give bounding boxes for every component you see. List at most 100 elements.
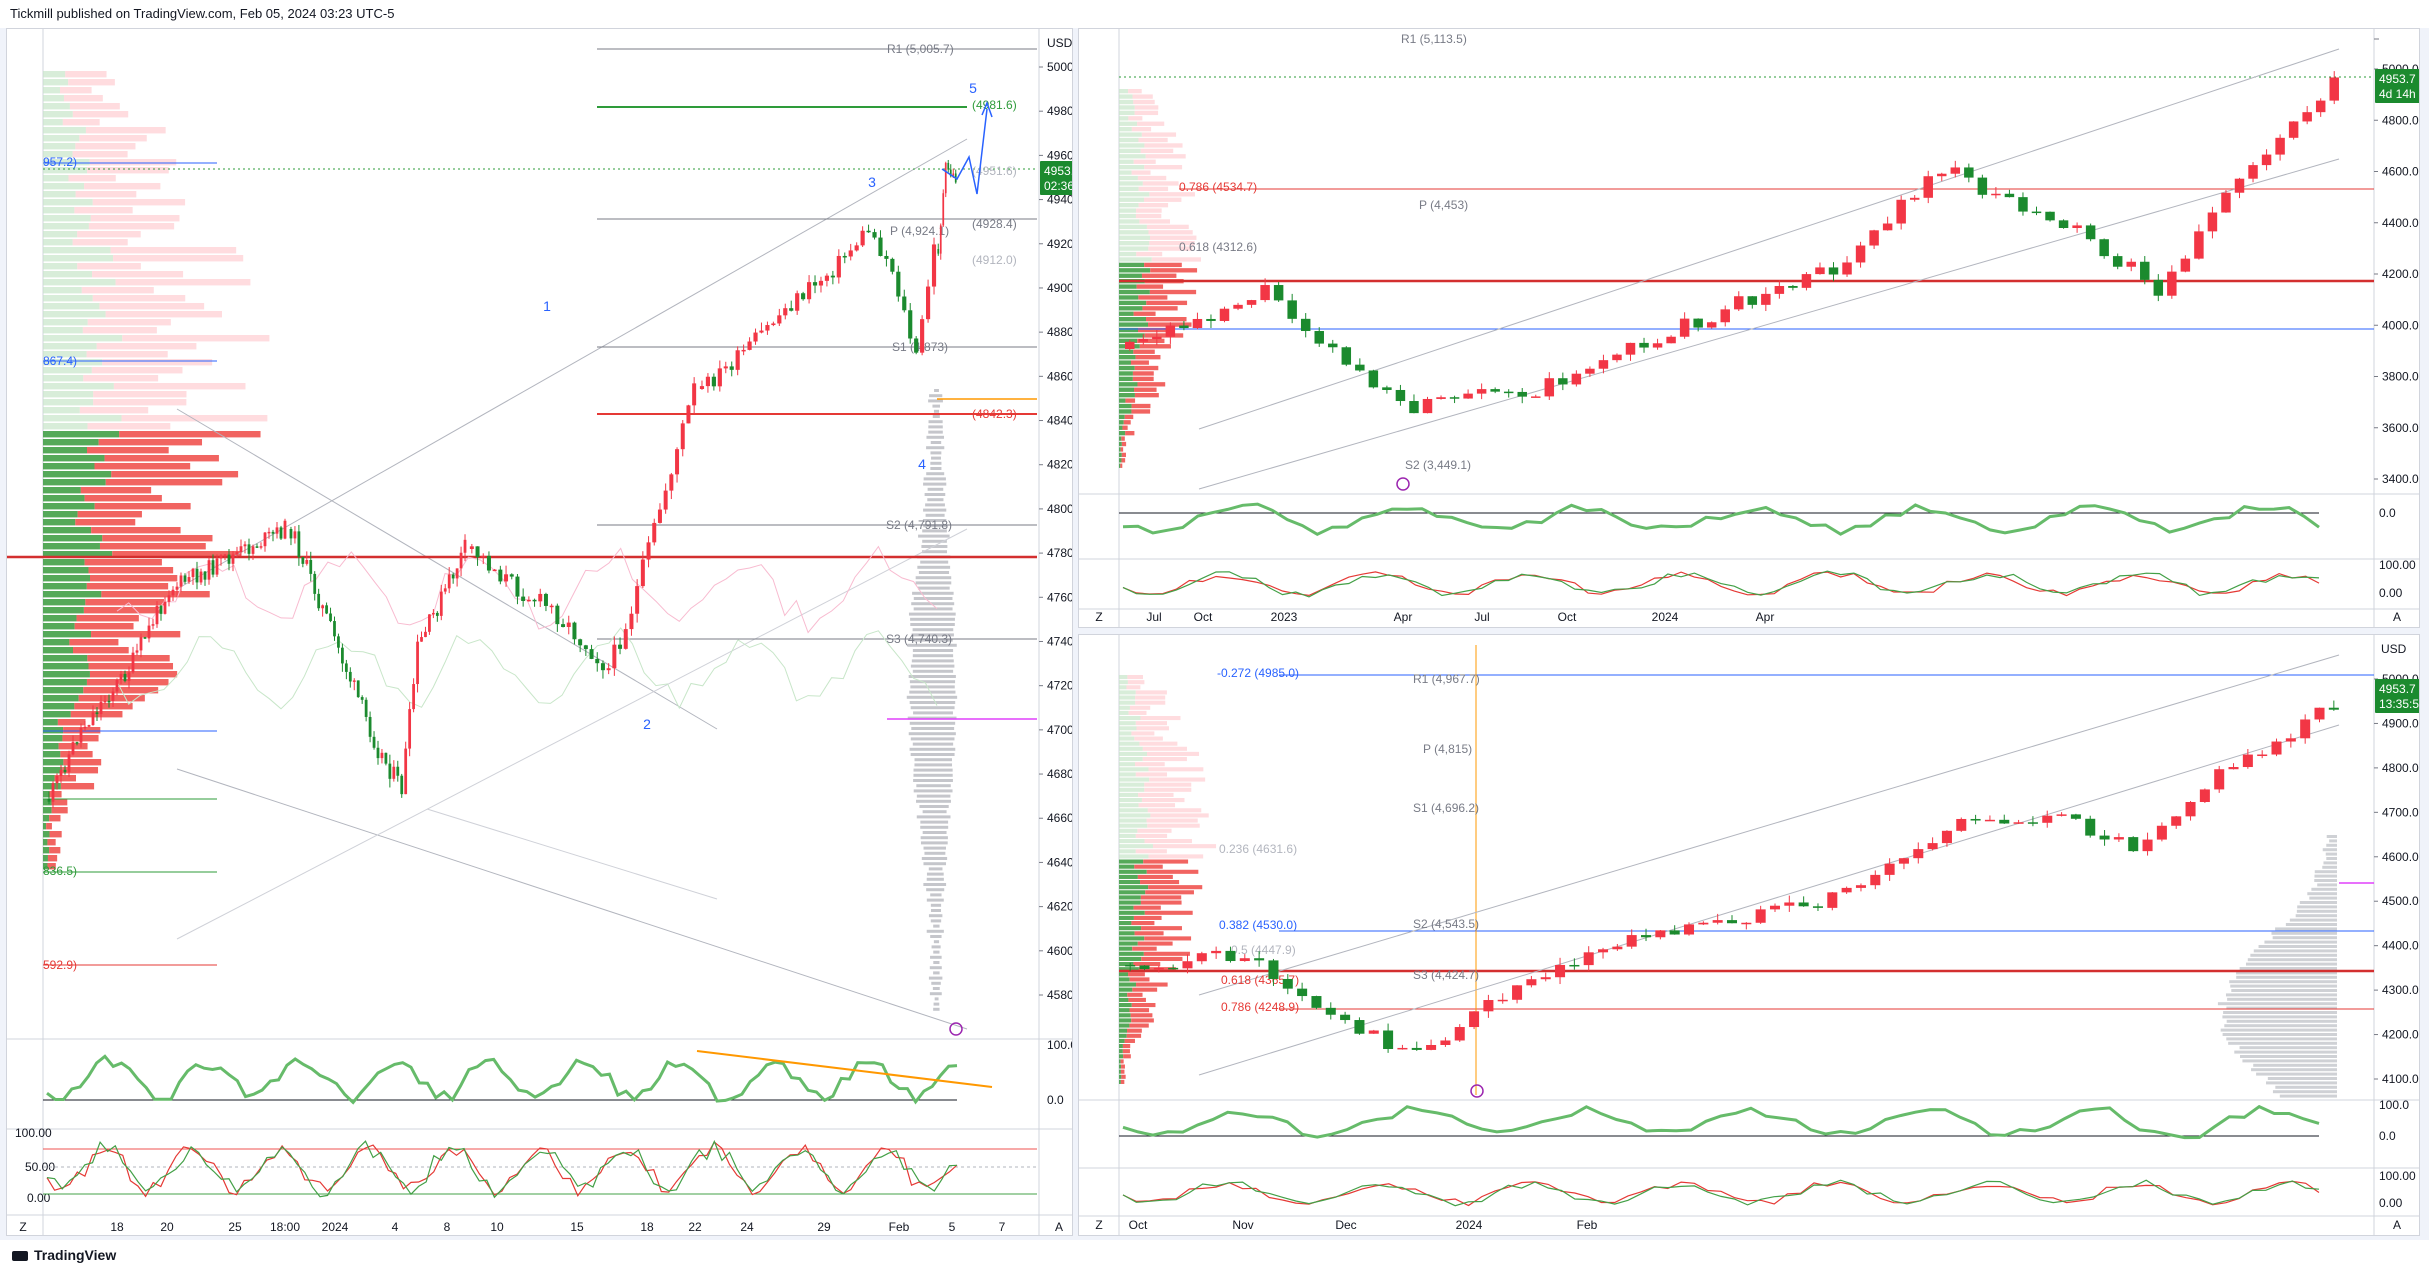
volume-profile-bar-down [1142,181,1179,186]
candle-body [538,593,543,602]
volume-profile-bar-down [85,127,166,134]
volume-profile-bar-down [1146,818,1198,823]
volume-profile-bar-down [1133,962,1161,967]
candle-body [1585,368,1595,374]
volume-profile-bar-up [1119,159,1134,164]
volume-profile-bar-up [1119,289,1150,295]
volume-profile-bar-up [1119,414,1125,420]
candle-body [657,509,662,523]
volume-profile-bar-down [1137,941,1173,946]
session-volume-bar [2307,892,2337,896]
volume-profile-bar-down [49,791,62,798]
candle-body [111,691,115,701]
volume-profile-bar-down [122,335,270,342]
daily-chart-svg[interactable]: USD5000.04900.04800.04700.04600.04500.04… [1079,635,2420,1236]
rsi-line [1122,502,2320,536]
level-label: (4912.0) [972,253,1017,267]
level-label: S1 (4,696.2) [1413,801,1479,815]
volume-profile-bar-down [91,631,181,638]
volume-profile-bar-up [1119,977,1130,982]
volume-profile-bar-up [1119,403,1132,409]
candle-body [396,766,400,776]
session-volume-bar [926,435,945,439]
level-label: -0.272 (4985.0) [1217,666,1299,680]
volume-profile-bar-down [1138,792,1174,797]
volume-profile-bar-down [1141,273,1177,278]
volume-profile-bar-up [43,727,64,734]
volume-profile-bar-up [43,799,52,806]
volume-profile-bar-up [1119,219,1140,224]
price-box [1040,161,1072,195]
session-volume-bar [2230,984,2337,988]
volume-profile-bar-up [43,567,89,574]
main-chart-svg[interactable]: USD 5000.0 4980.0 4960.0 4940.0 4920.0 4900.0 4… [7,29,1073,1236]
price-box-timer: 02:36:57 [1044,179,1073,193]
volume-profile-bar-up [1119,116,1129,121]
volume-profile-bar-up [1119,1064,1122,1069]
volume-profile-bar-down [80,487,152,494]
volume-profile-bar-up [43,655,88,662]
volume-profile-bar-down [1131,127,1152,132]
volume-profile-bar-up [43,295,93,302]
volume-profile-bar-up [43,423,88,430]
volume-profile-bar-down [1133,311,1156,316]
volume-profile-bar-up [1119,1049,1123,1054]
volume-profile-bar-up [1119,338,1138,344]
session-volume-bar [916,799,951,803]
volume-profile-bar-down [1136,726,1169,731]
candle-body [79,727,83,743]
session-volume-bar [2231,989,2337,992]
weekly-chart-svg[interactable]: 5000.04800.04600.04400.04200.04000.03800… [1079,29,2420,628]
volume-profile-bar-down [92,295,186,302]
volume-profile-bar-down [1140,716,1181,721]
session-volume-bar [922,539,947,543]
candle-body [572,622,577,640]
volume-profile-bar-down [1137,327,1167,333]
x-tick-label: 20 [160,1220,174,1234]
candle-body [1999,819,2010,824]
rsi-tick-label: 100.0 [2379,1098,2409,1112]
session-volume-bar [2295,914,2337,918]
volume-profile-bar-up [43,671,90,678]
x-tick-label: Oct [1129,1218,1148,1232]
candle-body [711,376,716,387]
volume-profile-bar-down [1149,192,1195,197]
candle-body [1260,285,1270,301]
candle-body [949,169,952,176]
volume-profile-bar-down [1131,409,1151,414]
tradingview-footer[interactable]: TradingView [0,1240,2429,1271]
candle-body [521,596,526,601]
weekly-chart-panel[interactable]: 5000.04800.04600.04400.04200.04000.03800… [1078,28,2420,628]
y-tick-label: 4700.0 [1047,723,1073,737]
volume-profile-bar-down [1122,1049,1130,1054]
volume-profile-bar-down [1124,1038,1135,1043]
volume-profile-bar-up [43,759,64,766]
candle-body [1246,300,1257,305]
candle-body [463,539,467,553]
candle-body [2214,769,2225,790]
session-volume-bar [2253,949,2337,953]
candle-body [1937,173,1947,177]
candle-body [404,748,408,795]
candle-body [1798,902,1809,907]
x-tick-label: 2024 [322,1220,349,1234]
candle-body [1463,393,1473,399]
candle-body [1761,293,1771,305]
level-label: S3 (4,424.7) [1413,968,1479,982]
session-volume-bar [2242,1059,2337,1063]
volume-profile-bar-up [1119,792,1139,797]
candle-body [183,575,187,582]
candle-body [469,546,474,549]
volume-profile-bar-down [1147,751,1200,756]
volume-profile-bar-up [43,351,87,358]
candle-body [231,554,235,564]
volume-profile-bar-up [43,663,89,670]
lightning-icon [1470,1084,1484,1098]
candle-body [1598,949,1609,953]
main-chart-panel[interactable]: USD 5000.0 4980.0 4960.0 4940.0 4920.0 4900.0 4… [6,28,1073,1236]
daily-chart-panel[interactable]: USD5000.04900.04800.04700.04600.04500.04… [1078,634,2420,1236]
volume-profile-bar-up [1119,849,1136,854]
volume-profile-bar-down [1127,675,1143,680]
candle-body [1991,193,2001,196]
volume-profile-bar-up [1119,311,1134,316]
